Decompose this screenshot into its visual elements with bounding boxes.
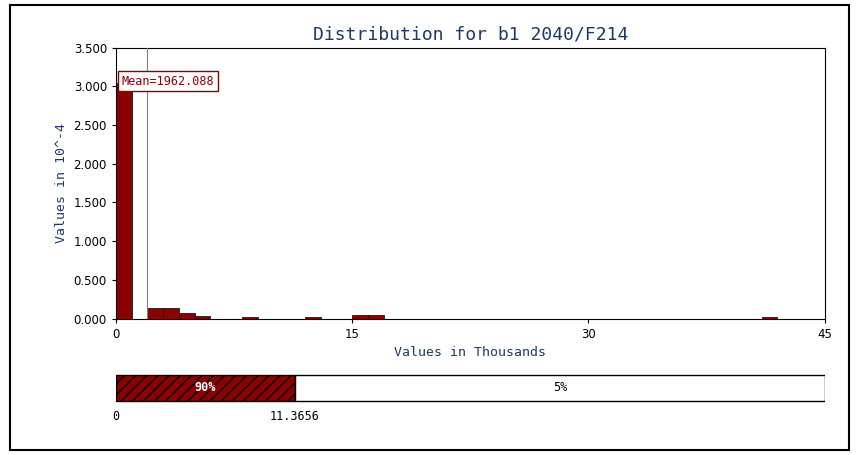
Bar	[762, 317, 777, 318]
Bar	[305, 317, 320, 318]
Text: 0: 0	[113, 410, 119, 423]
Bar	[368, 315, 384, 318]
Bar	[148, 308, 163, 318]
Text: 5%: 5%	[552, 381, 567, 394]
Bar	[195, 316, 210, 318]
Y-axis label: Values in 10^-4: Values in 10^-4	[55, 123, 68, 243]
Title: Distribution for b1 2040/F214: Distribution for b1 2040/F214	[313, 25, 628, 43]
Text: Mean=1962.088: Mean=1962.088	[122, 75, 215, 88]
X-axis label: Values in Thousands: Values in Thousands	[394, 346, 546, 359]
Bar	[179, 313, 195, 318]
Bar	[116, 83, 131, 318]
Bar	[295, 374, 825, 401]
Bar	[242, 317, 258, 318]
Bar	[163, 308, 179, 318]
Bar	[352, 315, 368, 318]
Text: 11.3656: 11.3656	[270, 410, 320, 423]
Bar	[116, 374, 295, 401]
Text: 90%: 90%	[195, 381, 216, 394]
